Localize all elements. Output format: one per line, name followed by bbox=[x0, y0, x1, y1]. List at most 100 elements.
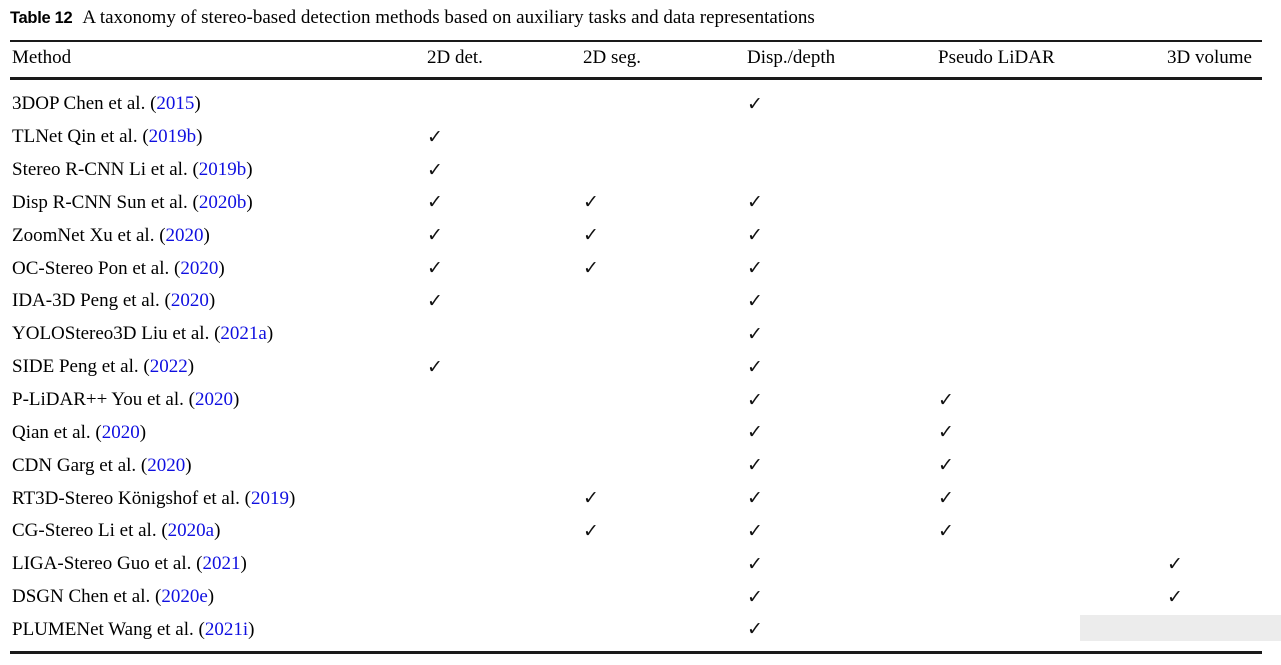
check-icon: ✓ bbox=[747, 488, 763, 510]
citation-link[interactable]: 2021 bbox=[202, 553, 241, 575]
check-icon: ✓ bbox=[938, 488, 954, 510]
column-header-3d-volume: 3D volume bbox=[1167, 47, 1252, 68]
bottom-rule bbox=[10, 651, 1262, 654]
check-icon: ✓ bbox=[583, 520, 599, 542]
method-cell: DSGN Chen et al. (2020e) bbox=[12, 586, 215, 608]
method-cell: CDN Garg et al. (2020) bbox=[12, 454, 192, 476]
check-icon: ✓ bbox=[583, 258, 599, 280]
check-icon: ✓ bbox=[747, 520, 763, 542]
header-rule bbox=[10, 77, 1262, 80]
citation-link[interactable]: 2020 bbox=[170, 290, 209, 312]
table-caption-line: Table 12 A taxonomy of stereo-based detec… bbox=[10, 6, 1262, 30]
check-icon: ✓ bbox=[747, 225, 763, 247]
top-rule bbox=[10, 40, 1262, 42]
check-icon: ✓ bbox=[938, 422, 954, 444]
method-cell: TLNet Qin et al. (2019b) bbox=[12, 126, 203, 148]
check-icon: ✓ bbox=[747, 356, 763, 378]
table-row: Disp R-CNN Sun et al. (2020b) ✓ ✓ ✓ bbox=[12, 187, 1262, 220]
citation-link[interactable]: 2019b bbox=[198, 159, 247, 181]
check-icon: ✓ bbox=[427, 192, 443, 214]
column-header-disp-depth: Disp./depth bbox=[747, 47, 836, 68]
method-cell: CG-Stereo Li et al. (2020a) bbox=[12, 520, 221, 542]
check-icon: ✓ bbox=[427, 225, 443, 247]
citation-link[interactable]: 2019 bbox=[250, 487, 289, 509]
citation-link[interactable]: 2021a bbox=[220, 323, 267, 345]
table-caption-text: A taxonomy of stereo-based detection met… bbox=[82, 7, 815, 28]
check-icon: ✓ bbox=[938, 389, 954, 411]
check-icon: ✓ bbox=[1167, 553, 1183, 575]
check-icon: ✓ bbox=[747, 192, 763, 214]
table-row: SIDE Peng et al. (2022) ✓ ✓ bbox=[12, 351, 1262, 384]
method-cell: OC-Stereo Pon et al. (2020) bbox=[12, 257, 225, 279]
check-icon: ✓ bbox=[747, 258, 763, 280]
citation-link[interactable]: 2020b bbox=[198, 191, 247, 213]
check-icon: ✓ bbox=[427, 258, 443, 280]
method-cell: LIGA-Stereo Guo et al. (2021) bbox=[12, 553, 247, 575]
check-icon: ✓ bbox=[747, 93, 763, 115]
check-icon: ✓ bbox=[1167, 586, 1183, 608]
citation-link[interactable]: 2021i bbox=[204, 618, 249, 640]
check-icon: ✓ bbox=[427, 126, 443, 148]
method-cell: 3DOP Chen et al. (2015) bbox=[12, 93, 201, 115]
method-cell: IDA-3D Peng et al. (2020) bbox=[12, 290, 216, 312]
table-row: CG-Stereo Li et al. (2020a) ✓ ✓ ✓ bbox=[12, 515, 1262, 548]
check-icon: ✓ bbox=[938, 455, 954, 477]
check-icon: ✓ bbox=[747, 290, 763, 312]
citation-link[interactable]: 2020 bbox=[101, 421, 140, 443]
table-row: YOLOStereo3D Liu et al. (2021a) ✓ bbox=[12, 318, 1262, 351]
citation-link[interactable]: 2019b bbox=[148, 126, 197, 148]
table-row: IDA-3D Peng et al. (2020) ✓ ✓ bbox=[12, 285, 1262, 318]
check-icon: ✓ bbox=[747, 455, 763, 477]
method-cell: PLUMENet Wang et al. (2021i) bbox=[12, 618, 255, 640]
citation-link[interactable]: 2020 bbox=[180, 257, 219, 279]
table-row: TLNet Qin et al. (2019b) ✓ bbox=[12, 121, 1262, 154]
check-icon: ✓ bbox=[427, 290, 443, 312]
column-header-2d-seg: 2D seg. bbox=[583, 47, 642, 68]
method-cell: Disp R-CNN Sun et al. (2020b) bbox=[12, 191, 253, 213]
table-row: RT3D-Stereo Königshof et al. (2019) ✓ ✓ ✓ bbox=[12, 482, 1262, 515]
check-icon: ✓ bbox=[747, 619, 763, 641]
method-cell: P-LiDAR++ You et al. (2020) bbox=[12, 389, 240, 411]
watermark-box bbox=[1080, 615, 1281, 641]
column-header-2d-det: 2D det. bbox=[427, 47, 483, 68]
table-row: 3DOP Chen et al. (2015) ✓ bbox=[12, 88, 1262, 121]
header-row: Method 2D det. 2D seg. Disp./depth Pseudo Li… bbox=[12, 41, 1262, 75]
check-icon: ✓ bbox=[747, 586, 763, 608]
table-body: 3DOP Chen et al. (2015) ✓ TLNet Qin et al.… bbox=[12, 80, 1262, 646]
check-icon: ✓ bbox=[938, 520, 954, 542]
citation-link[interactable]: 2020e bbox=[161, 586, 208, 608]
table-row: OC-Stereo Pon et al. (2020) ✓ ✓ ✓ bbox=[12, 252, 1262, 285]
citation-link[interactable]: 2020 bbox=[194, 389, 233, 411]
check-icon: ✓ bbox=[747, 553, 763, 575]
citation-link[interactable]: 2020 bbox=[165, 224, 204, 246]
method-cell: Stereo R-CNN Li et al. (2019b) bbox=[12, 159, 253, 181]
table-row: CDN Garg et al. (2020) ✓ ✓ bbox=[12, 449, 1262, 482]
table-row: PLUMENet Wang et al. (2021i)✓✓ bbox=[12, 614, 1262, 647]
check-icon: ✓ bbox=[583, 192, 599, 214]
table-row: Stereo R-CNN Li et al. (2019b) ✓ bbox=[12, 154, 1262, 187]
check-icon: ✓ bbox=[427, 356, 443, 378]
method-cell: Qian et al. (2020) bbox=[12, 421, 147, 443]
check-icon: ✓ bbox=[583, 488, 599, 510]
check-icon: ✓ bbox=[747, 389, 763, 411]
table-row: P-LiDAR++ You et al. (2020) ✓ ✓ bbox=[12, 384, 1262, 417]
table-label: Table 12 bbox=[10, 9, 73, 27]
check-icon: ✓ bbox=[583, 225, 599, 247]
column-header-pseudo-lidar: Pseudo LiDAR bbox=[938, 47, 1055, 68]
method-cell: ZoomNet Xu et al. (2020) bbox=[12, 224, 210, 246]
check-icon: ✓ bbox=[747, 422, 763, 444]
citation-link[interactable]: 2015 bbox=[156, 93, 195, 115]
table-row: DSGN Chen et al. (2020e) ✓ ✓ bbox=[12, 581, 1262, 614]
check-icon: ✓ bbox=[747, 323, 763, 345]
method-cell: SIDE Peng et al. (2022) bbox=[12, 356, 195, 378]
citation-link[interactable]: 2020a bbox=[167, 520, 215, 542]
citation-link[interactable]: 2020 bbox=[147, 454, 186, 476]
method-cell: RT3D-Stereo Königshof et al. (2019) bbox=[12, 487, 296, 509]
table-row: ZoomNet Xu et al. (2020) ✓ ✓ ✓ bbox=[12, 219, 1262, 252]
citation-link[interactable]: 2022 bbox=[149, 356, 188, 378]
table-row: LIGA-Stereo Guo et al. (2021) ✓ ✓ bbox=[12, 548, 1262, 581]
method-cell: YOLOStereo3D Liu et al. (2021a) bbox=[12, 323, 274, 345]
table-row: Qian et al. (2020) ✓ ✓ bbox=[12, 416, 1262, 449]
column-header-method: Method bbox=[12, 47, 72, 68]
